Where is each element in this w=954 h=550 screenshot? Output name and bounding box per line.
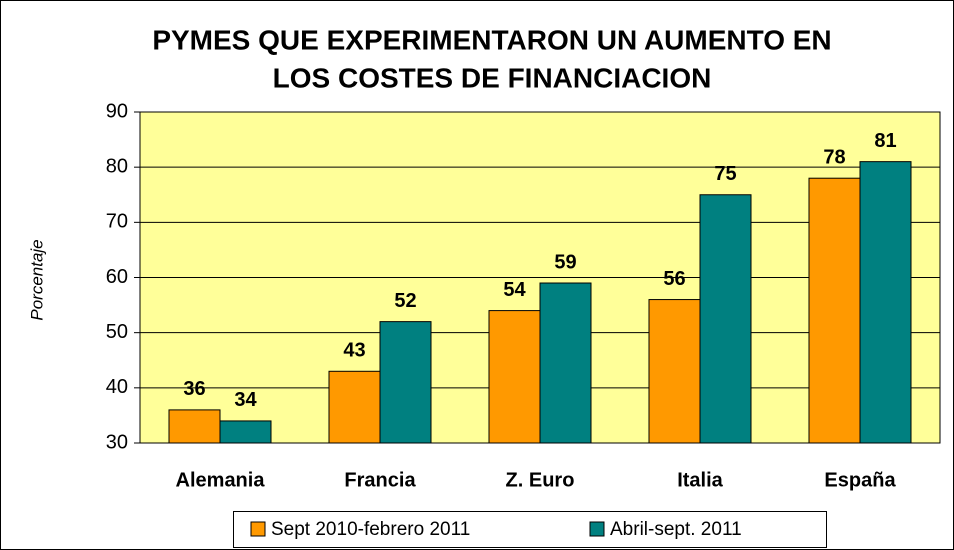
data-label: 52 — [394, 290, 416, 312]
bar — [328, 370, 381, 444]
y-tick-label: 90 — [106, 100, 128, 122]
x-tick-label: Z. Euro — [506, 469, 575, 491]
bar — [808, 177, 861, 444]
y-tick-label: 60 — [106, 266, 128, 288]
bar — [168, 409, 221, 444]
chart-title: PYMES QUE EXPERIMENTARON UN AUMENTO EN — [152, 24, 831, 55]
y-axis-label: Porcentaje — [27, 239, 46, 320]
data-label: 81 — [874, 130, 896, 152]
bar — [379, 321, 432, 444]
y-tick-label: 50 — [106, 321, 128, 343]
data-label: 36 — [183, 378, 205, 400]
x-tick-label: Francia — [344, 469, 416, 491]
chart-title: LOS COSTES DE FINANCIACION — [273, 62, 712, 93]
y-tick-label: 40 — [106, 376, 128, 398]
bar — [539, 282, 592, 444]
bar — [488, 310, 541, 444]
data-label: 56 — [663, 268, 685, 290]
x-tick-label: Alemania — [176, 469, 266, 491]
x-tick-label: Italia — [677, 469, 723, 491]
legend-label: Abril-sept. 2011 — [610, 519, 742, 540]
data-label: 54 — [503, 279, 526, 301]
y-tick-label: 80 — [106, 155, 128, 177]
legend-swatch — [250, 521, 266, 537]
data-label: 78 — [823, 146, 845, 168]
bar — [648, 299, 701, 444]
y-tick-label: 30 — [106, 431, 128, 453]
bar — [219, 420, 272, 444]
y-tick-label: 70 — [106, 211, 128, 233]
data-label: 59 — [554, 251, 576, 273]
data-label: 34 — [234, 389, 257, 411]
data-label: 43 — [343, 340, 365, 362]
legend — [233, 511, 827, 548]
x-tick-label: España — [824, 469, 896, 491]
legend-label: Sept 2010-febrero 2011 — [271, 519, 470, 540]
legend-swatch — [589, 521, 605, 537]
data-label: 75 — [714, 163, 736, 185]
bar — [699, 194, 752, 444]
bar — [859, 161, 912, 444]
